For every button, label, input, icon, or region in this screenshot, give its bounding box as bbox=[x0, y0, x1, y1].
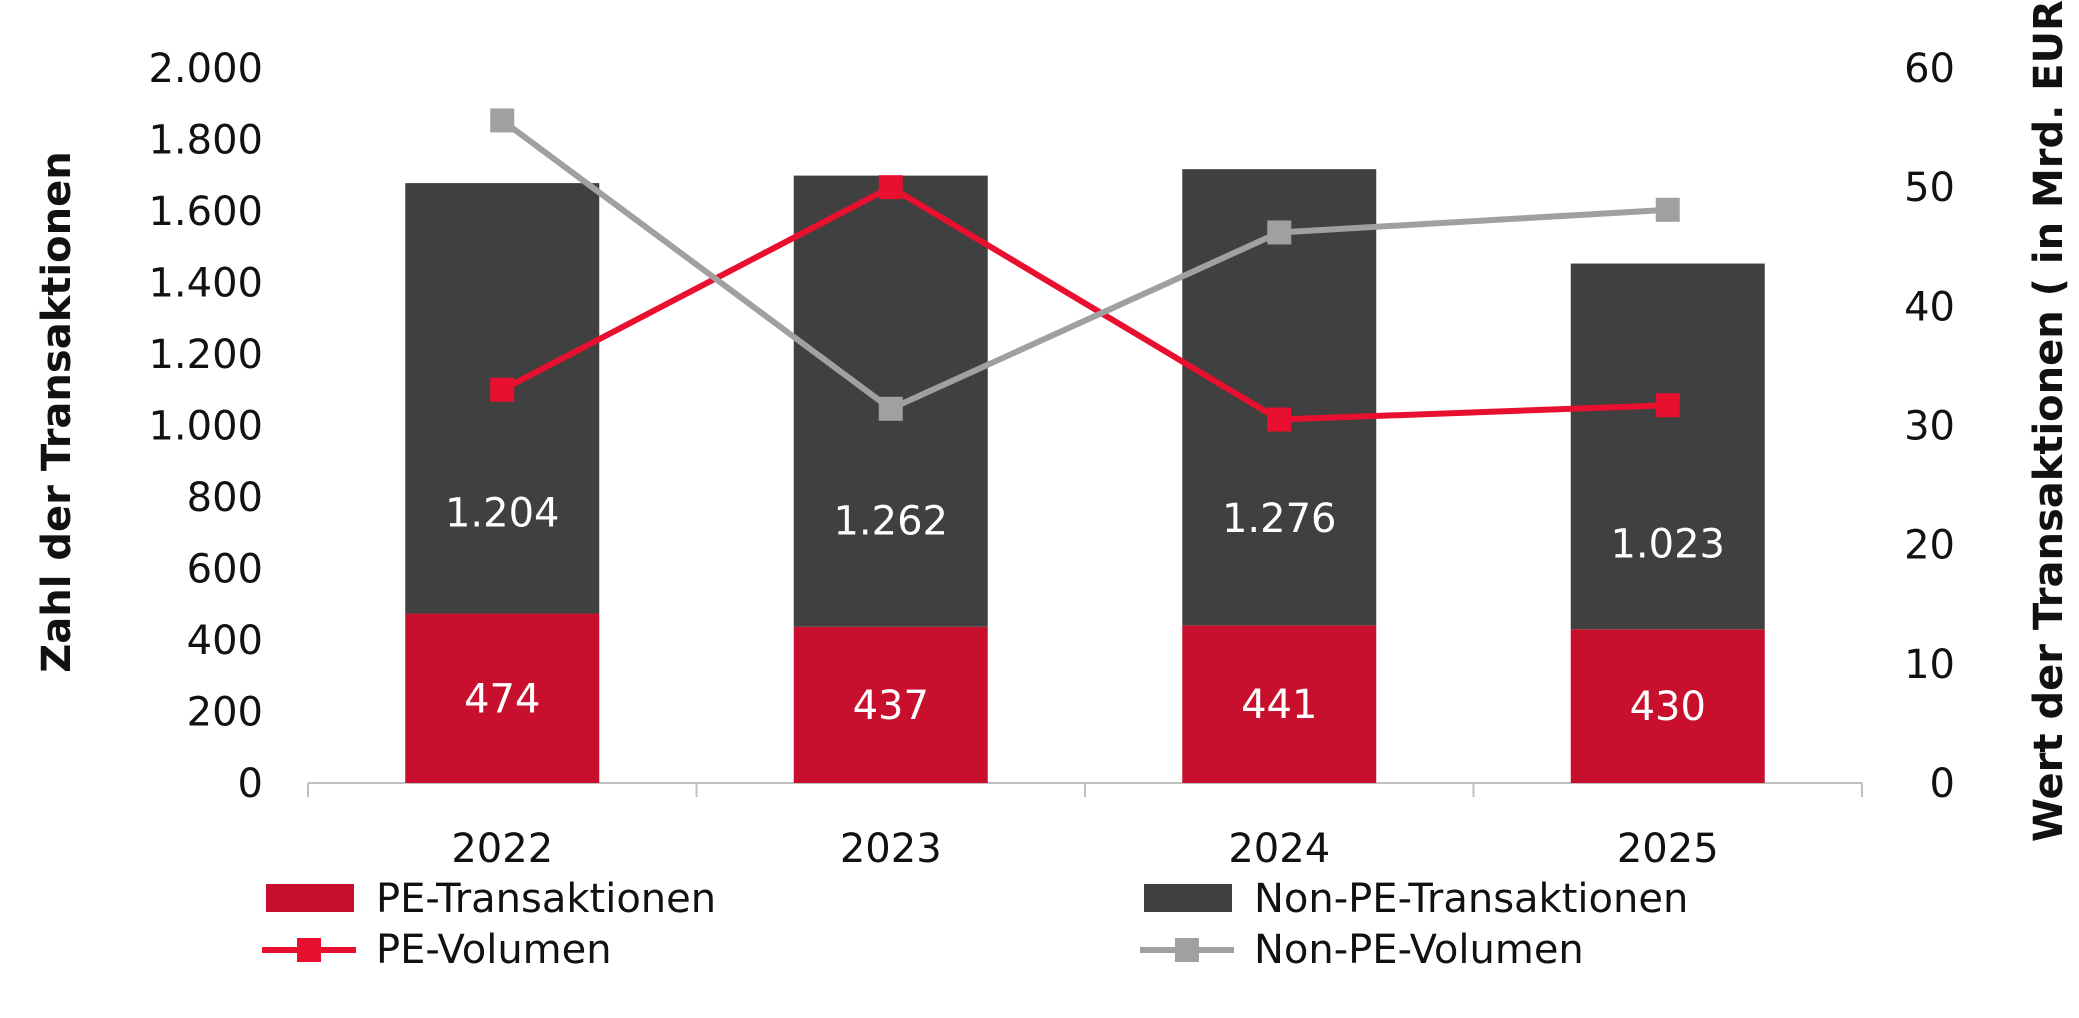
y2-axis-title: Wert der Transaktionen ( in Mrd. EUR) bbox=[2026, 0, 2072, 842]
y2-axis-tick-label: 10 bbox=[1904, 642, 1955, 688]
marker-pe-volumen bbox=[878, 175, 903, 200]
marker-non-pe-volumen bbox=[490, 108, 515, 133]
y-axis-title: Zahl der Transaktionen bbox=[34, 151, 80, 672]
bar-pe-transaktionen bbox=[1570, 629, 1765, 783]
lines-layer bbox=[490, 108, 1680, 432]
marker-pe-volumen bbox=[490, 377, 515, 402]
y2-axis-tick-label: 20 bbox=[1904, 523, 1955, 569]
line-pe-volumen bbox=[500, 184, 1668, 423]
marker-pe-volumen bbox=[1267, 407, 1292, 432]
bar-non-pe-transaktionen bbox=[1570, 263, 1765, 630]
legend-swatch-non-pe-transaktionen bbox=[1144, 884, 1232, 912]
data-label-non-pe-transaktionen: 1.023 bbox=[1610, 521, 1725, 567]
line-non-pe-volumen bbox=[500, 118, 1668, 412]
axes-layer: 02004006008001.0001.2001.4001.6001.8002.… bbox=[148, 46, 1955, 872]
y2-axis-tick-label: 60 bbox=[1904, 46, 1955, 92]
legend-marker-non-pe-volumen bbox=[1175, 938, 1199, 962]
y2-axis-tick-label: 0 bbox=[1930, 761, 1955, 807]
y2-axis-tick-label: 40 bbox=[1904, 284, 1955, 330]
data-label-non-pe-transaktionen: 1.276 bbox=[1222, 496, 1337, 542]
data-label-pe-transaktionen: 430 bbox=[1630, 684, 1706, 730]
data-label-non-pe-transaktionen: 1.204 bbox=[445, 490, 560, 536]
y-axis-tick-label: 1.800 bbox=[148, 118, 263, 164]
bar-non-pe-transaktionen bbox=[1182, 169, 1377, 626]
y2-axis-tick-label: 50 bbox=[1904, 165, 1955, 211]
data-label-non-pe-transaktionen: 1.262 bbox=[833, 499, 948, 545]
marker-non-pe-volumen bbox=[1267, 220, 1292, 245]
x-axis-tick-label: 2025 bbox=[1617, 826, 1719, 872]
marker-pe-volumen bbox=[1655, 393, 1680, 418]
y-axis-tick-label: 200 bbox=[187, 690, 263, 736]
y2-axis-tick-label: 30 bbox=[1904, 404, 1955, 450]
legend-label-pe-volumen: PE-Volumen bbox=[376, 927, 612, 973]
data-label-pe-transaktionen: 474 bbox=[464, 676, 540, 722]
legend: PE-Transaktionen Non-PE-Transaktionen PE… bbox=[262, 876, 1688, 973]
y-axis-tick-label: 800 bbox=[187, 475, 263, 521]
marker-non-pe-volumen bbox=[1655, 197, 1680, 222]
y-axis-tick-label: 1.000 bbox=[148, 404, 263, 450]
legend-marker-pe-volumen bbox=[297, 938, 321, 962]
legend-label-non-pe-transaktionen: Non-PE-Transaktionen bbox=[1254, 876, 1688, 922]
legend-label-pe-transaktionen: PE-Transaktionen bbox=[376, 876, 716, 922]
y-axis-tick-label: 600 bbox=[187, 547, 263, 593]
legend-label-non-pe-volumen: Non-PE-Volumen bbox=[1254, 927, 1584, 973]
legend-swatch-pe-transaktionen bbox=[266, 884, 354, 912]
x-axis-tick-label: 2022 bbox=[451, 826, 553, 872]
y-axis-tick-label: 1.200 bbox=[148, 332, 263, 378]
bar-pe-transaktionen bbox=[405, 613, 600, 783]
y-axis-tick-label: 2.000 bbox=[148, 46, 263, 92]
y-axis-tick-label: 1.600 bbox=[148, 189, 263, 235]
data-label-pe-transaktionen: 437 bbox=[853, 683, 929, 729]
data-label-pe-transaktionen: 441 bbox=[1241, 682, 1317, 728]
y-axis-tick-label: 0 bbox=[238, 761, 263, 807]
bar-pe-transaktionen bbox=[793, 626, 988, 783]
x-axis-tick-label: 2024 bbox=[1228, 826, 1330, 872]
marker-non-pe-volumen bbox=[878, 396, 903, 421]
bars-layer bbox=[405, 169, 1765, 783]
y-axis-tick-label: 400 bbox=[187, 618, 263, 664]
labels-layer: 474 1.204 437 1.262 441 1.276 430 1.023 bbox=[445, 490, 1725, 730]
x-axis-tick-label: 2023 bbox=[840, 826, 942, 872]
y-axis-tick-label: 1.400 bbox=[148, 261, 263, 307]
bar-pe-transaktionen bbox=[1182, 625, 1377, 783]
